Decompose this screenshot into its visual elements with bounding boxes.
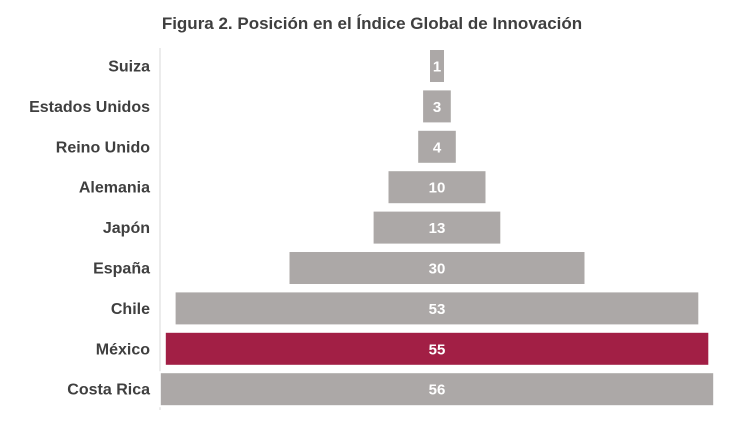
bar-alemania [386,169,488,206]
bar-value-label: 13 [429,220,446,237]
category-label: Alemania [79,180,150,197]
category-label: España [93,261,150,278]
category-label: México [96,341,150,358]
bar-costa-rica [158,371,716,408]
bar-value-label: 3 [433,99,441,116]
bar-value-label: 1 [433,59,441,76]
bar-value-label: 4 [433,139,442,156]
bar-japón [371,209,503,246]
category-label: Chile [111,301,150,318]
bar-españa [287,250,587,286]
category-label: Costa Rica [67,382,150,399]
bar-value-label: 55 [429,341,446,358]
bar-value-label: 30 [429,261,446,278]
category-label: Estados Unidos [29,99,150,116]
bar-méxico [163,330,711,367]
category-label: Reino Unido [56,139,150,156]
bar-chile [173,290,701,327]
bar-suiza [428,48,446,84]
bar-reino-unido [416,128,458,165]
category-label: Suiza [108,59,150,76]
category-label: Japón [103,220,150,237]
bar-value-label: 56 [429,382,446,399]
chart-title: Figura 2. Posición en el Índice Global d… [161,14,583,33]
bar-value-label: 10 [429,180,446,197]
bar-estados-unidos [421,88,453,125]
bar-value-label: 53 [429,301,446,318]
